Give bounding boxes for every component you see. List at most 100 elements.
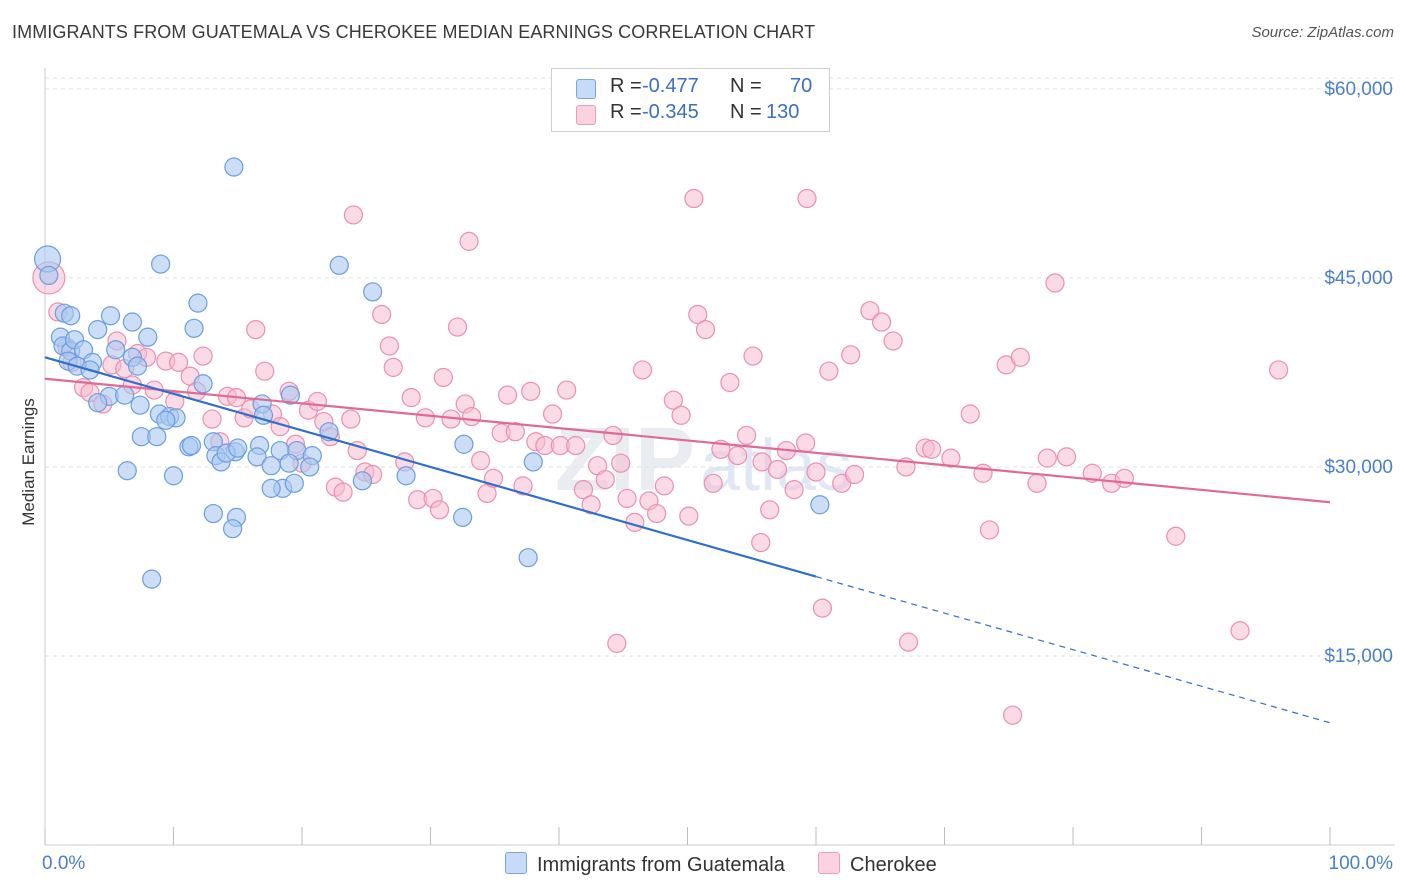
bottom-legend-label: Immigrants from Guatemala xyxy=(537,854,785,876)
cherokee-point xyxy=(505,422,525,442)
cherokee-point xyxy=(703,473,723,493)
guatemala-point xyxy=(122,312,142,332)
tick-labels: $15,000 $30,000 $45,000 $60,000 0.0% 100.0% xyxy=(42,79,1393,874)
y-tick-label: $45,000 xyxy=(1324,268,1393,289)
cherokee-point xyxy=(1037,448,1057,468)
cherokee-point xyxy=(611,453,631,473)
cherokee-point xyxy=(255,361,275,381)
cherokee-point xyxy=(860,301,880,321)
axes xyxy=(44,68,1395,846)
guatemala-point xyxy=(203,503,223,524)
cherokee-point xyxy=(767,459,788,480)
cherokee-point xyxy=(193,346,213,366)
cherokee-point xyxy=(1056,447,1077,467)
cherokee-point xyxy=(573,480,594,500)
guatemala-point xyxy=(100,306,121,326)
y-tick-label: $30,000 xyxy=(1324,457,1393,478)
guatemala-point xyxy=(279,453,299,473)
bottom-legend-swatch-blue xyxy=(505,852,527,874)
cherokee-point xyxy=(617,488,637,509)
guatemala-point xyxy=(810,495,830,515)
guatemala-point xyxy=(284,473,304,493)
cherokee-point xyxy=(679,506,699,526)
cherokee-point xyxy=(1027,473,1047,493)
legend-r-value: -0.477 xyxy=(642,75,699,97)
y-tick-label: $15,000 xyxy=(1324,646,1393,667)
guatemala-point xyxy=(117,461,137,481)
guatemala-point xyxy=(224,157,244,177)
guatemala-trend-line-extension xyxy=(815,576,1331,724)
guatemala-point xyxy=(363,282,383,302)
x-tick-label: 0.0% xyxy=(42,853,85,874)
cherokee-point xyxy=(459,231,479,251)
guatemala-point xyxy=(261,456,281,476)
cherokee-point xyxy=(663,390,683,410)
cherokee-point xyxy=(760,500,780,520)
cherokee-point xyxy=(671,405,691,425)
cherokee-point xyxy=(513,476,533,496)
guatemala-point xyxy=(156,410,176,430)
trend-lines xyxy=(44,356,1331,724)
cherokee-point xyxy=(372,304,392,325)
cherokee-point xyxy=(341,409,361,429)
legend-n-label: N = xyxy=(730,75,762,97)
y-axis-label: Median Earnings xyxy=(19,398,38,526)
x-tick-label: 100.0% xyxy=(1329,853,1394,874)
cherokee-point xyxy=(307,391,328,412)
bottom-legend-swatch-pink xyxy=(818,852,840,874)
cherokee-point xyxy=(979,520,1000,540)
cherokee-point xyxy=(1010,347,1030,367)
guatemala-point xyxy=(127,356,148,376)
guatemala-point xyxy=(142,569,162,589)
cherokee-point xyxy=(433,367,453,388)
y-tick-label: $60,000 xyxy=(1324,79,1393,100)
cherokee-point xyxy=(1268,360,1289,380)
cherokee-point xyxy=(752,452,772,472)
cherokee-point xyxy=(812,598,833,618)
guatemala-point xyxy=(184,318,204,338)
guatemala-point xyxy=(188,293,208,313)
cherokee-point xyxy=(542,404,563,424)
cherokee-point xyxy=(1082,463,1102,483)
legend-r-label: R = xyxy=(610,75,642,97)
guatemala-point xyxy=(453,507,473,527)
cherokee-point xyxy=(246,319,266,340)
cherokee-point xyxy=(1114,468,1135,488)
legend-n-value: 70 xyxy=(790,75,813,97)
guatemala-point xyxy=(454,434,474,454)
cherokee-point xyxy=(844,464,865,485)
cherokee-point xyxy=(566,435,586,456)
cherokee-point xyxy=(595,469,615,490)
cherokee-point xyxy=(960,404,980,424)
guatemala-point xyxy=(61,306,81,326)
guatemala-point xyxy=(138,327,158,347)
legend-r-label: R = xyxy=(610,101,642,123)
cherokee-point xyxy=(898,632,919,652)
bottom-legend-cherokee: Cherokee xyxy=(818,852,937,877)
cherokee-point xyxy=(557,380,577,400)
guatemala-point xyxy=(115,385,135,405)
cherokee-point xyxy=(688,304,708,325)
cherokee-point xyxy=(347,440,367,461)
guatemala-point xyxy=(518,548,538,568)
cherokee-point xyxy=(720,372,740,393)
bottom-legend-guatemala: Immigrants from Guatemala xyxy=(505,852,785,877)
guatemala-point xyxy=(280,385,301,405)
guatemala-point xyxy=(261,478,281,498)
cherokee-point xyxy=(941,448,961,468)
cherokee-point xyxy=(603,425,623,446)
legend-n-label: N = xyxy=(730,101,762,123)
cherokee-point xyxy=(883,331,903,351)
guatemala-point xyxy=(329,255,349,275)
cherokee-point xyxy=(202,409,222,429)
cherokee-point xyxy=(728,446,748,466)
cherokee-point xyxy=(871,312,892,332)
cherokee-point xyxy=(343,205,363,225)
legend-n-value: 130 xyxy=(766,101,800,123)
guatemala-point xyxy=(352,471,372,491)
guatemala-point xyxy=(88,393,108,413)
cherokee-point xyxy=(471,451,491,471)
cherokee-point xyxy=(1045,273,1065,293)
cherokee-point xyxy=(973,463,993,483)
